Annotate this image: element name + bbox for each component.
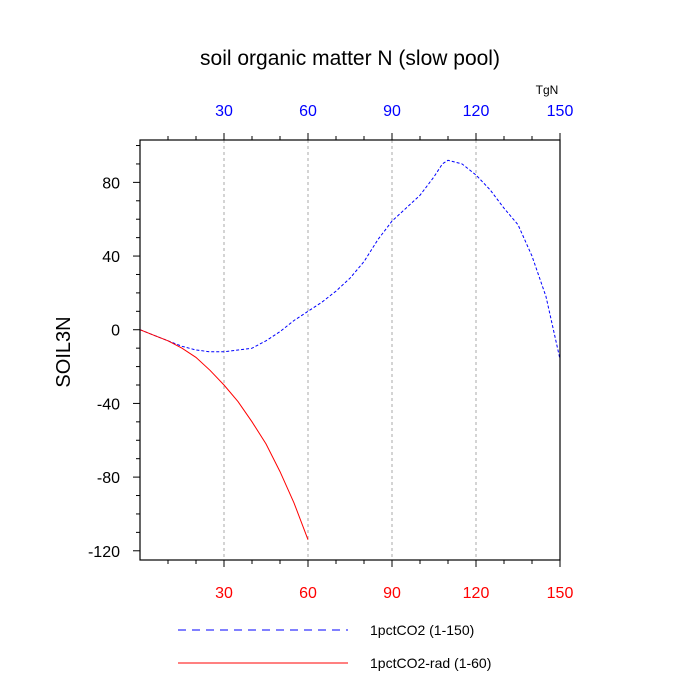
x-tick-label-bottom: 150: [547, 585, 574, 602]
y-tick-label: -80: [97, 470, 120, 487]
y-tick-label: -40: [97, 396, 120, 413]
plot-frame: [139, 139, 561, 561]
x-tick-label-bottom: 30: [215, 585, 233, 602]
units-label: TgN: [536, 83, 559, 97]
y-axis-label: SOIL3N: [53, 316, 75, 387]
x-tick-label-bottom: 120: [463, 585, 490, 602]
y-tick-label: -120: [88, 544, 120, 561]
x-tick-label-top: 90: [383, 103, 401, 120]
x-tick-label-bottom: 60: [299, 585, 317, 602]
x-tick-label-bottom: 90: [383, 585, 401, 602]
x-tick-label-top: 120: [463, 103, 490, 120]
y-tick-label: 40: [102, 249, 120, 266]
series-line-2: [139, 329, 309, 540]
legend-label-2: 1pctCO2-rad (1-60): [370, 655, 491, 671]
chart-title: soil organic matter N (slow pool): [200, 47, 500, 70]
x-tick-label-top: 150: [547, 103, 574, 120]
y-tick-label: 80: [102, 175, 120, 192]
series-line-1: [139, 159, 561, 360]
x-tick-label-top: 60: [299, 103, 317, 120]
x-tick-label-top: 30: [215, 103, 233, 120]
y-tick-label: 0: [111, 323, 120, 340]
legend-label-1: 1pctCO2 (1-150): [370, 622, 474, 638]
